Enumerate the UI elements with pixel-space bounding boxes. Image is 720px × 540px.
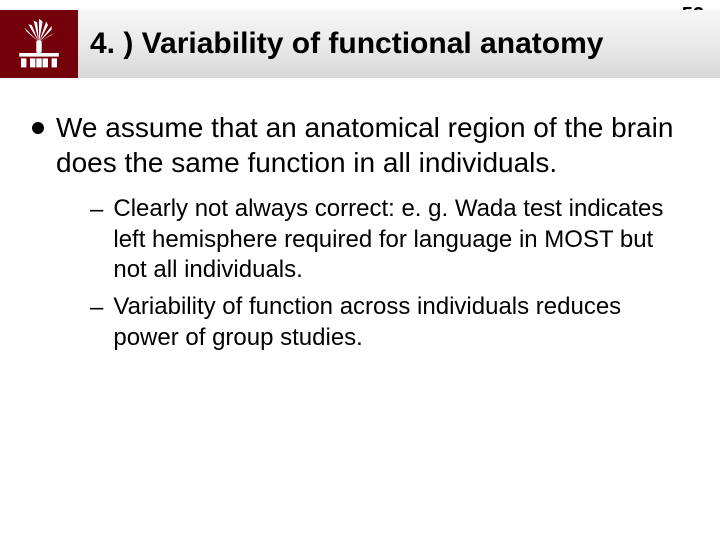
dash-icon: – — [90, 194, 103, 225]
title-bar: 4. ) Variability of functional anatomy — [0, 10, 720, 78]
dash-icon: – — [90, 292, 103, 323]
palmetto-logo-icon — [12, 17, 66, 71]
sub-bullet-text: Variability of function across individua… — [113, 292, 674, 353]
slide-title: 4. ) Variability of functional anatomy — [90, 27, 603, 61]
slide-body: We assume that an anatomical region of t… — [32, 110, 674, 360]
sub-bullet-item: – Variability of function across individ… — [90, 292, 674, 353]
slide: 52 — [0, 0, 720, 540]
logo-box — [0, 10, 78, 78]
sub-bullet-text: Clearly not always correct: e. g. Wada t… — [113, 194, 674, 286]
bullet-text: We assume that an anatomical region of t… — [56, 110, 674, 180]
bullet-dot-icon — [32, 122, 44, 134]
sub-bullet-item: – Clearly not always correct: e. g. Wada… — [90, 194, 674, 286]
bullet-item: We assume that an anatomical region of t… — [32, 110, 674, 180]
